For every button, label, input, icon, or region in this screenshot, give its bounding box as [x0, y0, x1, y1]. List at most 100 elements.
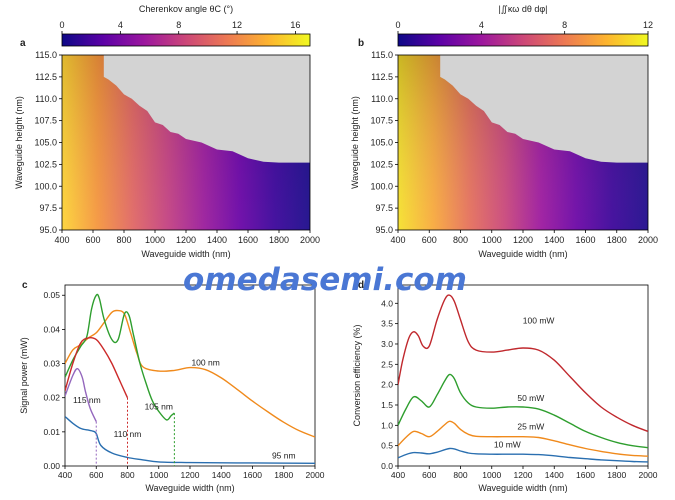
colorbar-title: |∬κω dθ dφ| [498, 4, 547, 14]
x-tick-label: 1600 [576, 470, 595, 480]
y-axis-label: Waveguide height (nm) [14, 96, 24, 189]
series-line-100-nm [65, 309, 315, 438]
panel-a: a 0 4 8 12 16 Cherenkov angle θC (°) 400 600 800 1… [14, 4, 320, 259]
x-tick-label: 1800 [607, 470, 626, 480]
panel-label: a [20, 38, 26, 49]
heatmap-area [398, 55, 648, 230]
y-tick-label: 4.0 [381, 298, 393, 308]
y-tick-label: 97.5 [375, 203, 393, 213]
masked-region [398, 55, 648, 163]
series-label: 105 nm [145, 402, 173, 412]
y-tick-label: 0.5 [381, 441, 393, 451]
watermark-text: omedasemi.com [183, 262, 467, 298]
colorbar-tick-label: 12 [232, 20, 242, 30]
y-tick-label: 115.0 [371, 50, 393, 60]
x-tick-label: 600 [422, 470, 436, 480]
x-tick-label: 400 [58, 470, 72, 480]
y-tick-label: 3.5 [381, 319, 393, 329]
x-tick-label: 1600 [575, 235, 595, 245]
x-tick-label: 1400 [545, 470, 564, 480]
x-axis-label: Waveguide width (nm) [478, 249, 567, 259]
panel-b: b 0 4 8 12 |∬κω dθ dφ| 400 600 800 1000 1200 1400 16… [350, 4, 658, 259]
y-tick-label: 0.02 [43, 393, 60, 403]
x-tick-label: 1200 [176, 235, 196, 245]
x-tick-label: 2000 [638, 235, 658, 245]
x-tick-label: 1800 [607, 235, 627, 245]
x-tick-label: 600 [422, 235, 437, 245]
y-tick-label: 0.0 [381, 461, 393, 471]
series-label: 95 nm [272, 450, 296, 460]
series-label: 10 mW [494, 440, 521, 450]
colorbar-tick-label: 0 [395, 20, 400, 30]
y-tick-label: 2.0 [381, 380, 393, 390]
y-tick-label: 0.03 [43, 359, 60, 369]
colorbar [61, 33, 311, 47]
masked-region [62, 55, 310, 163]
x-tick-label: 1200 [181, 470, 200, 480]
series-label: 25 mW [517, 421, 544, 431]
x-tick-label: 2000 [300, 235, 320, 245]
panel-label: c [22, 280, 28, 291]
y-tick-label: 102.5 [34, 159, 57, 169]
panel-label: d [358, 280, 364, 291]
x-tick-label: 600 [89, 470, 103, 480]
y-tick-label: 110.0 [371, 94, 393, 104]
panel-d: d 400 600 800 1000 1200 1400 1600 1800 2000 0.0 0.5… [352, 280, 658, 493]
y-tick-label: 0.01 [43, 427, 60, 437]
x-tick-label: 1400 [207, 235, 227, 245]
series-area [398, 294, 648, 463]
y-tick-label: 105.0 [370, 138, 393, 148]
x-tick-label: 1000 [149, 470, 168, 480]
y-tick-label: 112.5 [35, 72, 57, 82]
panel-label: b [358, 38, 364, 49]
series-line-95-nm [65, 415, 315, 464]
x-tick-label: 1800 [274, 470, 293, 480]
colorbar-tick-label: 4 [479, 20, 484, 30]
x-tick-label: 1000 [482, 470, 501, 480]
y-tick-label: 102.5 [370, 159, 393, 169]
y-tick-label: 115.0 [35, 50, 57, 60]
panel-c: c 400 600 800 1000 1200 1400 1600 1800 2000 0.00 0.… [19, 280, 325, 493]
x-axis-label: Waveguide width (nm) [145, 483, 234, 493]
y-tick-label: 100.0 [370, 181, 393, 191]
x-tick-label: 1800 [269, 235, 289, 245]
colorbar-tick-label: 8 [562, 20, 567, 30]
x-tick-label: 1400 [544, 235, 564, 245]
colorbar-tick-label: 16 [290, 20, 300, 30]
x-tick-label: 1400 [212, 470, 231, 480]
y-tick-label: 107.5 [370, 116, 393, 126]
series-line-100-mW [398, 294, 648, 433]
series-label: 115 nm [73, 395, 101, 405]
y-tick-label: 0.04 [43, 324, 60, 334]
x-tick-label: 1000 [482, 235, 502, 245]
series-label: 100 nm [191, 357, 219, 367]
series-line-25-mW [398, 420, 648, 457]
colorbar-title: Cherenkov angle θC (°) [139, 4, 233, 14]
y-tick-label: 95.0 [375, 225, 393, 235]
x-axis-label: Waveguide width (nm) [478, 483, 567, 493]
x-tick-label: 1200 [514, 470, 533, 480]
y-tick-label: 95.0 [39, 225, 57, 235]
y-tick-label: 97.5 [39, 203, 57, 213]
series-label: 110 nm [114, 429, 142, 439]
y-tick-label: 110.0 [35, 94, 57, 104]
x-tick-label: 400 [390, 235, 405, 245]
colorbar-tick-label: 4 [118, 20, 123, 30]
series-line-115-nm [65, 367, 97, 422]
y-tick-label: 2.5 [381, 359, 393, 369]
series-area [65, 293, 315, 466]
x-tick-label: 800 [120, 470, 134, 480]
y-tick-label: 105.0 [34, 138, 57, 148]
x-axis-label: Waveguide width (nm) [141, 249, 230, 259]
series-label: 50 mW [517, 393, 544, 403]
series-label: 100 mW [523, 316, 555, 326]
series-line-50-mW [398, 373, 648, 449]
series-line-110-nm [65, 336, 129, 399]
y-axis-label: Waveguide height (nm) [350, 96, 360, 189]
x-tick-label: 800 [453, 235, 468, 245]
plot-frame [397, 284, 649, 467]
colorbar [397, 33, 649, 47]
colorbar-tick-label: 12 [643, 20, 653, 30]
x-tick-label: 600 [85, 235, 100, 245]
